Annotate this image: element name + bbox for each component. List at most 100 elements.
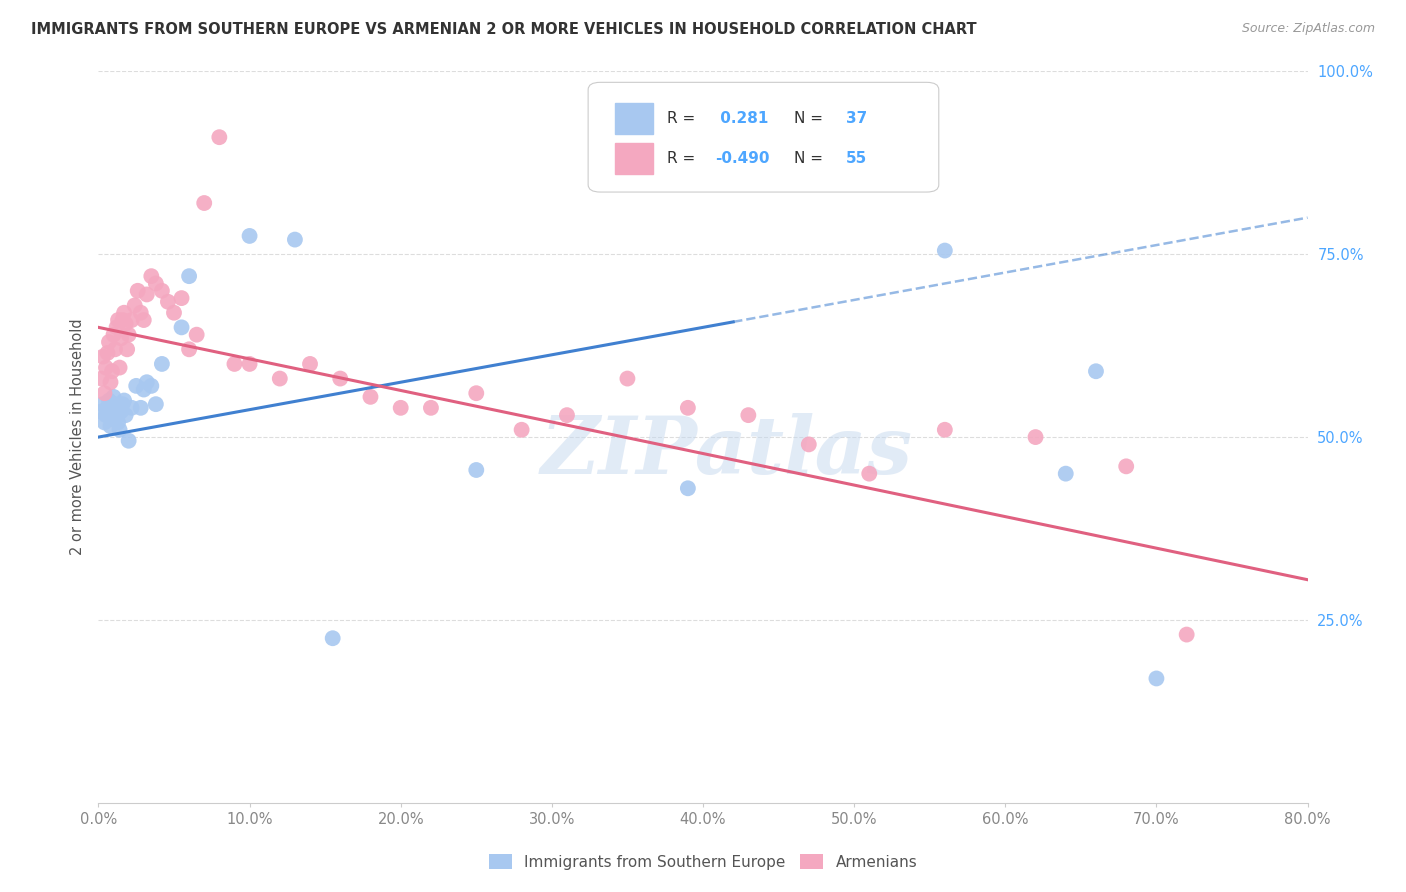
Point (103, 390, 125, 404)
Point (108, 423, 131, 437)
Point (107, 313, 129, 327)
Point (329, 371, 352, 385)
Text: R =: R = (666, 111, 695, 126)
Point (135, 287, 157, 301)
Point (111, 313, 134, 327)
Point (124, 298, 146, 312)
Point (1085, 364, 1108, 378)
Point (127, 284, 149, 298)
FancyBboxPatch shape (588, 82, 939, 192)
Bar (614, 103, 654, 134)
Point (114, 408, 136, 422)
Bar (614, 143, 654, 174)
Point (616, 371, 638, 385)
Point (105, 408, 128, 422)
Point (91, 350, 114, 364)
Point (107, 416, 129, 430)
Point (420, 401, 443, 415)
Point (125, 379, 148, 393)
Point (101, 412, 124, 426)
Point (91, 397, 114, 411)
Point (104, 343, 127, 357)
Point (132, 383, 155, 397)
Point (118, 327, 141, 342)
Point (104, 397, 127, 411)
Point (360, 390, 382, 404)
Point (179, 343, 201, 357)
Text: R =: R = (666, 151, 695, 166)
Point (121, 313, 143, 327)
Point (132, 313, 155, 327)
Point (150, 284, 173, 298)
Text: 37: 37 (845, 111, 868, 126)
Text: IMMIGRANTS FROM SOUTHERN EUROPE VS ARMENIAN 2 OR MORE VEHICLES IN HOUSEHOLD CORR: IMMIGRANTS FROM SOUTHERN EUROPE VS ARMEN… (31, 22, 977, 37)
Point (141, 269, 163, 284)
Point (129, 306, 152, 320)
Point (110, 331, 132, 345)
Point (112, 393, 135, 408)
Point (163, 306, 186, 320)
Point (94, 408, 117, 422)
Point (179, 269, 201, 284)
Point (108, 360, 131, 375)
Text: N =: N = (793, 151, 823, 166)
Point (114, 317, 136, 331)
Point (1144, 672, 1167, 686)
Point (465, 463, 488, 477)
Point (129, 401, 152, 415)
Point (90, 371, 112, 385)
Text: N =: N = (793, 111, 823, 126)
Point (141, 379, 163, 393)
Point (145, 397, 167, 411)
Point (100, 419, 122, 434)
Point (389, 401, 412, 415)
Point (299, 357, 322, 371)
Point (208, 130, 231, 145)
Point (150, 357, 173, 371)
Point (156, 294, 179, 309)
Point (239, 357, 262, 371)
Point (737, 408, 759, 422)
Point (110, 404, 132, 418)
Text: -0.490: -0.490 (716, 151, 769, 166)
Point (145, 277, 167, 291)
Point (100, 376, 122, 390)
Point (934, 244, 956, 258)
Y-axis label: 2 or more Vehicles in Household: 2 or more Vehicles in Household (70, 318, 86, 556)
Point (93, 416, 115, 430)
Point (1115, 459, 1137, 474)
Point (269, 371, 291, 385)
Point (111, 397, 134, 411)
Point (98, 393, 121, 408)
Point (186, 327, 208, 342)
Point (239, 228, 262, 243)
Point (112, 306, 135, 320)
Point (676, 481, 699, 495)
Point (94, 360, 117, 375)
Point (90, 404, 112, 418)
Legend: Immigrants from Southern Europe, Armenians: Immigrants from Southern Europe, Armenia… (482, 847, 924, 876)
Text: 0.281: 0.281 (716, 111, 769, 126)
Text: Source: ZipAtlas.com: Source: ZipAtlas.com (1241, 22, 1375, 36)
Point (858, 467, 880, 481)
Point (465, 386, 488, 401)
Point (1054, 467, 1077, 481)
Text: ZIPatlas: ZIPatlas (541, 413, 914, 491)
Point (105, 320, 128, 334)
Point (170, 320, 193, 334)
Point (510, 423, 533, 437)
Point (284, 233, 307, 247)
Point (322, 632, 344, 646)
Point (797, 437, 820, 451)
Point (193, 196, 215, 211)
Point (1024, 430, 1046, 444)
Point (98, 334, 121, 349)
Point (934, 423, 956, 437)
Point (676, 401, 699, 415)
Point (135, 376, 157, 390)
Point (555, 408, 578, 422)
Point (170, 291, 193, 305)
Point (121, 401, 143, 415)
Point (118, 434, 141, 448)
Point (224, 357, 246, 371)
